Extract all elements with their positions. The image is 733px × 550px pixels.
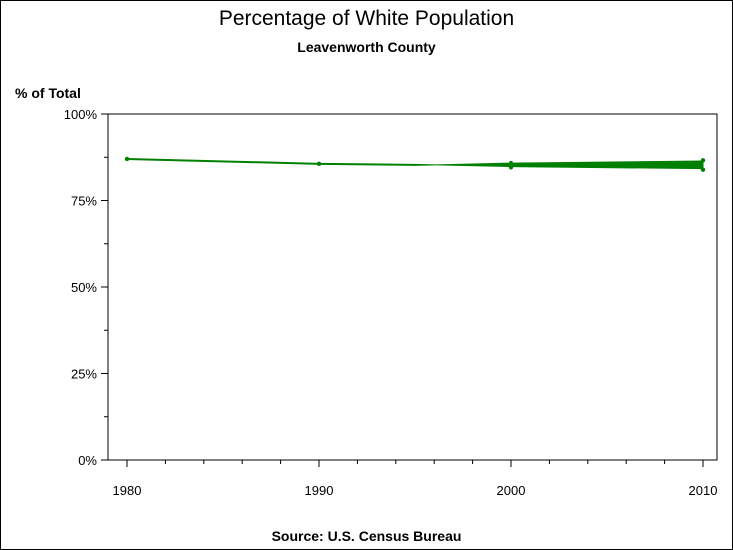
data-point <box>508 165 514 170</box>
x-tick-label: 2010 <box>689 483 718 498</box>
y-tick-label: 100% <box>64 107 98 122</box>
data-point <box>700 167 706 172</box>
data-point <box>700 158 706 163</box>
x-tick-label: 2000 <box>497 483 526 498</box>
data-point <box>508 160 514 166</box>
x-axis: 1980 1990 2000 2010 <box>113 460 718 498</box>
y-axis-label: % of Total <box>15 85 81 101</box>
y-axis: 0% 25% 50% 75% 100% <box>64 107 108 468</box>
source-note: Source: U.S. Census Bureau <box>271 528 462 544</box>
chart-subtitle: Leavenworth County <box>297 39 436 55</box>
y-tick-label: 50% <box>71 280 97 295</box>
y-tick-label: 0% <box>78 453 97 468</box>
data-point <box>316 161 322 167</box>
uncertainty-band <box>414 160 704 170</box>
chart-title: Percentage of White Population <box>218 7 515 30</box>
series-group <box>124 156 706 172</box>
data-point <box>124 156 130 162</box>
y-tick-label: 75% <box>71 194 97 209</box>
x-tick-label: 1990 <box>305 483 334 498</box>
series-line <box>126 157 416 166</box>
x-tick-label: 1980 <box>113 483 142 498</box>
y-tick-label: 25% <box>71 367 97 382</box>
